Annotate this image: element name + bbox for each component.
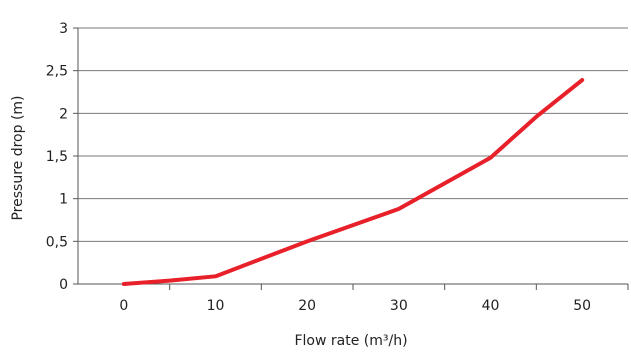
x-tick-label: 0 bbox=[119, 298, 128, 314]
y-axis-label: Pressure drop (m) bbox=[10, 95, 26, 220]
y-tick-label: 0 bbox=[59, 277, 68, 293]
x-tick-label: 50 bbox=[573, 298, 591, 314]
y-tick-label: 3 bbox=[59, 21, 68, 37]
y-tick-label: 1 bbox=[59, 192, 68, 208]
x-tick-label: 20 bbox=[298, 298, 316, 314]
x-tick-label: 40 bbox=[482, 298, 500, 314]
series bbox=[121, 78, 585, 286]
y-tick-label: 1,5 bbox=[46, 149, 68, 165]
y-tick-label: 2 bbox=[59, 106, 68, 122]
x-tick-label: 10 bbox=[207, 298, 225, 314]
gridlines bbox=[78, 27, 628, 242]
x-axis-label: Flow rate (m³/h) bbox=[294, 333, 407, 349]
y-tick-label: 0,5 bbox=[46, 234, 68, 250]
x-tick-label: 30 bbox=[390, 298, 408, 314]
y-tick-label: 2,5 bbox=[46, 64, 68, 80]
series-line bbox=[121, 78, 585, 286]
ticks: 00,511,522,530 10 20 30 40 50 bbox=[46, 21, 629, 314]
